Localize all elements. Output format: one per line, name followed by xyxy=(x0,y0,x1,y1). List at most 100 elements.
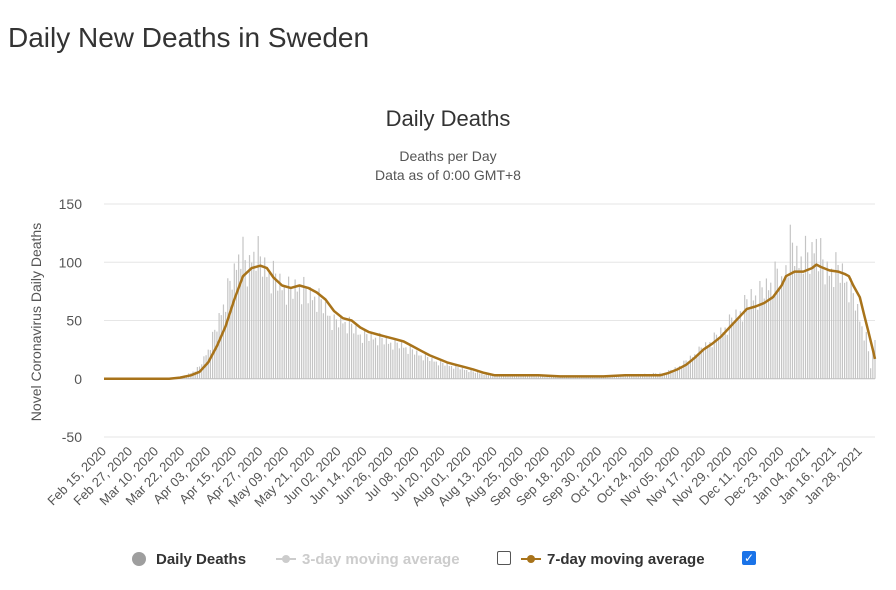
bar[interactable] xyxy=(672,370,674,379)
bar[interactable] xyxy=(611,375,613,379)
bar[interactable] xyxy=(555,376,557,379)
bar[interactable] xyxy=(259,256,261,379)
bar[interactable] xyxy=(424,353,427,379)
bar[interactable] xyxy=(290,287,292,379)
bar[interactable] xyxy=(283,287,285,379)
bar[interactable] xyxy=(522,375,524,379)
bar[interactable] xyxy=(731,317,733,379)
bar[interactable] xyxy=(333,314,335,379)
bar[interactable] xyxy=(628,374,631,379)
bar[interactable] xyxy=(222,304,225,379)
bar[interactable] xyxy=(366,334,368,379)
bar[interactable] xyxy=(489,375,492,379)
bar[interactable] xyxy=(746,299,748,379)
legend-7day-average[interactable]: 7-day moving average xyxy=(521,546,705,572)
bar[interactable] xyxy=(279,273,281,379)
bar[interactable] xyxy=(235,269,238,379)
bar[interactable] xyxy=(750,289,752,379)
bar[interactable] xyxy=(272,260,274,379)
bar[interactable] xyxy=(776,268,778,379)
bar[interactable] xyxy=(546,376,548,379)
bar[interactable] xyxy=(765,278,768,379)
toggle-3day-checkbox[interactable] xyxy=(497,551,511,565)
bar[interactable] xyxy=(301,304,303,379)
bar[interactable] xyxy=(442,362,444,379)
bar[interactable] xyxy=(531,375,533,379)
bar[interactable] xyxy=(861,326,863,379)
bar[interactable] xyxy=(335,319,337,379)
bar[interactable] xyxy=(248,255,251,379)
bar[interactable] xyxy=(796,245,798,379)
bar[interactable] xyxy=(216,331,218,379)
bar[interactable] xyxy=(781,276,783,379)
bar[interactable] xyxy=(715,334,718,379)
bar[interactable] xyxy=(859,321,861,379)
bar[interactable] xyxy=(337,327,340,379)
bar[interactable] xyxy=(720,327,722,379)
bar[interactable] xyxy=(487,374,490,379)
bar[interactable] xyxy=(807,252,809,379)
bar[interactable] xyxy=(839,282,841,379)
bar[interactable] xyxy=(437,365,440,379)
bar[interactable] xyxy=(331,330,333,379)
bar[interactable] xyxy=(255,270,257,379)
bar[interactable] xyxy=(817,271,820,379)
bar[interactable] xyxy=(785,265,787,379)
bar[interactable] xyxy=(420,355,422,379)
bar[interactable] xyxy=(405,347,407,379)
bar[interactable] xyxy=(787,277,789,379)
bar[interactable] xyxy=(357,334,359,379)
bar[interactable] xyxy=(268,273,270,379)
bar[interactable] xyxy=(694,354,696,379)
bar[interactable] xyxy=(294,279,296,379)
bar[interactable] xyxy=(409,345,411,379)
bar[interactable] xyxy=(355,325,357,379)
bar[interactable] xyxy=(837,264,839,379)
bar[interactable] xyxy=(303,276,305,379)
bar[interactable] xyxy=(288,276,290,379)
bar[interactable] xyxy=(642,374,644,379)
bar[interactable] xyxy=(533,376,535,379)
bar[interactable] xyxy=(309,287,311,379)
bar[interactable] xyxy=(833,287,835,379)
bar[interactable] xyxy=(705,342,707,379)
bar[interactable] xyxy=(698,346,700,379)
bar[interactable] xyxy=(802,273,804,379)
bar[interactable] xyxy=(815,238,817,379)
bar[interactable] xyxy=(813,253,815,379)
bar[interactable] xyxy=(529,376,531,379)
bar[interactable] xyxy=(296,291,298,379)
bar[interactable] xyxy=(214,329,216,379)
bar[interactable] xyxy=(281,290,283,379)
bar[interactable] xyxy=(266,276,268,379)
bar[interactable] xyxy=(472,371,474,379)
bar[interactable] xyxy=(257,236,259,379)
toggle-7day-checkbox[interactable]: ✓ xyxy=(742,551,756,565)
bar[interactable] xyxy=(526,375,529,379)
bar[interactable] xyxy=(624,375,626,379)
bar[interactable] xyxy=(496,375,498,379)
bar[interactable] xyxy=(498,375,500,379)
bar[interactable] xyxy=(251,262,253,379)
bar[interactable] xyxy=(466,370,468,379)
bar[interactable] xyxy=(229,280,231,379)
bar[interactable] xyxy=(505,375,507,379)
bar[interactable] xyxy=(435,361,437,379)
bar[interactable] xyxy=(626,375,629,379)
bar[interactable] xyxy=(863,340,865,379)
bar[interactable] xyxy=(476,372,479,379)
bar[interactable] xyxy=(483,374,485,379)
bar[interactable] xyxy=(457,367,459,379)
bar[interactable] xyxy=(507,374,509,379)
bar[interactable] xyxy=(557,376,559,379)
bar[interactable] xyxy=(857,303,859,379)
bar[interactable] xyxy=(689,355,691,379)
bar[interactable] xyxy=(370,332,372,379)
bar[interactable] xyxy=(691,357,694,379)
bar[interactable] xyxy=(407,353,409,379)
bar[interactable] xyxy=(448,366,450,379)
bar[interactable] xyxy=(772,297,774,379)
bar[interactable] xyxy=(511,375,513,379)
bar[interactable] xyxy=(683,360,685,379)
bar[interactable] xyxy=(463,369,466,379)
